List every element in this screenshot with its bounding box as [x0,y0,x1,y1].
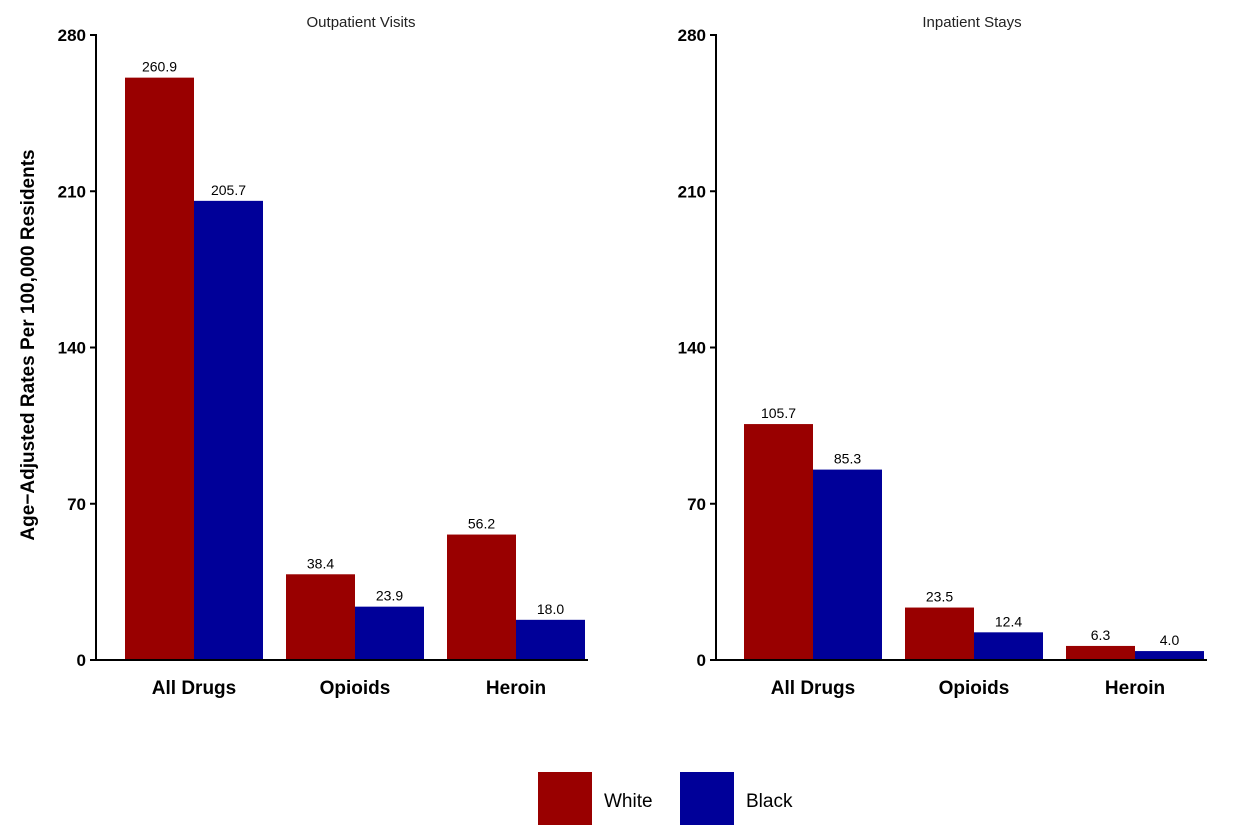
y-tick-label: 140 [678,339,706,358]
panel-1: Outpatient Visits 0 70 140 210 280 260.9 205.7 A… [58,14,588,699]
bar-white [286,574,355,660]
chart-panels: Outpatient Visits 0 70 140 210 280 260.9 205.7 A… [58,14,1207,699]
y-tick-label: 0 [697,651,706,670]
y-tick-label: 140 [58,339,86,358]
y-tick-label: 280 [678,26,706,45]
data-label: 23.9 [376,588,403,604]
bar-white [1066,645,1135,660]
data-label: 23.5 [926,589,953,605]
y-tick-label: 70 [67,495,86,514]
x-category-label: Heroin [1105,678,1165,699]
bar-white [905,607,974,660]
bar-white [447,534,516,660]
bar-black [974,632,1043,660]
legend-label: White [604,791,653,812]
legend-swatch [538,772,592,825]
data-label: 4.0 [1160,632,1180,648]
x-category-label: Opioids [320,678,391,699]
bar-black [1135,651,1204,660]
x-category-label: Heroin [486,678,546,699]
y-tick-label: 70 [687,495,706,514]
bar-black [194,200,263,661]
data-label: 205.7 [211,182,246,198]
bar-white [744,424,813,660]
data-label: 105.7 [761,405,796,421]
data-label: 6.3 [1091,627,1111,643]
x-category-label: Opioids [939,678,1010,699]
data-label: 56.2 [468,516,495,532]
legend-item-black: Black [680,772,793,825]
x-category-label: All Drugs [152,678,236,699]
data-label: 260.9 [142,59,177,75]
panel-title: Outpatient Visits [307,14,416,31]
bar-black [355,606,424,660]
panel-2: Inpatient Stays 0 70 140 210 280 105.7 85.3 All … [678,14,1207,699]
data-label: 12.4 [995,613,1022,629]
legend-swatch [680,772,734,825]
y-tick-label: 280 [58,26,86,45]
y-axis-title: Age−Adjusted Rates Per 100,000 Residents [18,149,39,540]
panel-title: Inpatient Stays [922,14,1021,31]
bar-black [813,469,882,660]
bar-black [516,619,585,660]
y-tick-label: 210 [58,182,86,201]
bar-white [125,77,194,661]
legend: White Black [538,772,793,825]
y-tick-label: 0 [77,651,86,670]
data-label: 18.0 [537,601,564,617]
x-category-label: All Drugs [771,678,855,699]
legend-item-white: White [538,772,653,825]
data-label: 38.4 [307,555,334,571]
legend-label: Black [746,791,793,812]
data-label: 85.3 [834,451,861,467]
y-tick-label: 210 [678,182,706,201]
